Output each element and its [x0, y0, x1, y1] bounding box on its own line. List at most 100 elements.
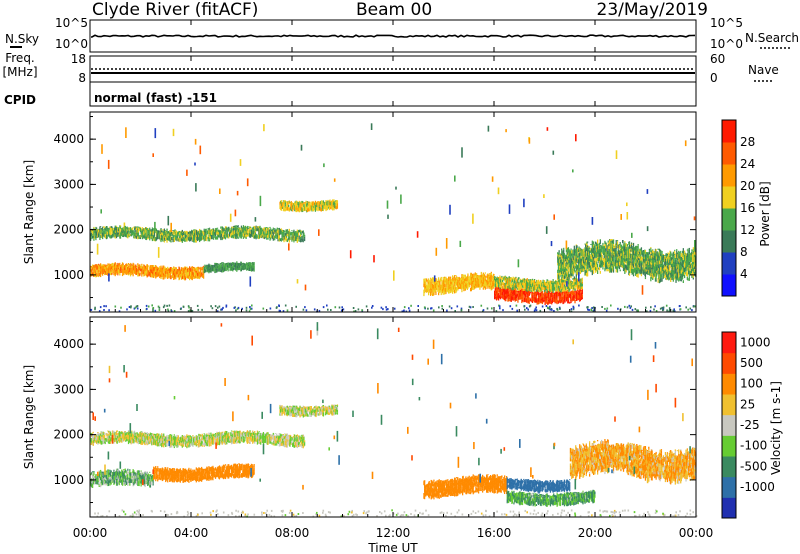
heatmap-cell: [619, 264, 621, 267]
heatmap-cell: [99, 272, 101, 275]
heatmap-cell: [239, 232, 241, 236]
heatmap-cell: [549, 281, 552, 286]
heatmap-cell: [238, 265, 241, 269]
heatmap-cell: [527, 288, 529, 291]
heatmap-cell: [431, 293, 433, 295]
heatmap-cell: [149, 228, 151, 233]
heatmap-cell: [174, 229, 176, 232]
heatmap-cell: [281, 235, 283, 240]
heatmap-cell: [297, 205, 299, 208]
heatmap-cell: [184, 230, 186, 234]
heatmap-cell: [151, 228, 154, 232]
heatmap-cell: [578, 257, 580, 261]
heatmap-cell: [553, 284, 555, 288]
heatmap-cell: [609, 256, 611, 259]
heatmap-cell: [527, 296, 530, 301]
heatmap-cell: [612, 261, 615, 264]
heatmap-cell: [234, 225, 236, 228]
heatmap-cell: [521, 288, 523, 293]
heatmap-cell: [119, 265, 122, 267]
heatmap-cell: [158, 236, 160, 240]
heatmap-cell: [560, 264, 562, 268]
heatmap-cell: [666, 256, 668, 259]
heatmap-cell: [456, 282, 458, 286]
heatmap-cell: [667, 269, 669, 272]
heatmap-cell: [264, 227, 267, 230]
heatmap-cell: [122, 266, 124, 271]
heatmap-cell: [626, 251, 628, 255]
heatmap-cell: [594, 246, 596, 250]
nave-label: Nave: [748, 63, 779, 77]
heatmap-cell: [125, 234, 127, 238]
heatmap-cell: [203, 266, 205, 270]
heatmap-cell: [289, 235, 291, 241]
heatmap-cell: [467, 281, 469, 285]
heatmap-cell: [619, 258, 621, 261]
heatmap-cell: [490, 273, 492, 275]
heatmap-cell: [99, 266, 101, 270]
heatmap-cell: [475, 280, 477, 283]
heatmap-cell: [234, 264, 236, 268]
heatmap-cell: [322, 205, 324, 209]
heatmap-cell: [616, 256, 619, 261]
heatmap-cell: [176, 274, 178, 278]
heatmap-cell: [626, 250, 629, 256]
heatmap-cell: [553, 299, 556, 302]
heatmap-cell: [195, 233, 197, 238]
heatmap-cell: [546, 300, 548, 304]
heatmap-cell: [170, 267, 172, 270]
heatmap-cell: [579, 289, 581, 291]
heatmap-cell: [191, 230, 193, 232]
heatmap-cell: [187, 275, 189, 279]
heatmap-cell: [267, 237, 269, 240]
heatmap-cell: [638, 253, 640, 256]
heatmap-cell: [591, 251, 593, 255]
heatmap-cell: [188, 268, 190, 270]
heatmap-cell: [448, 283, 450, 289]
heatmap-cell: [297, 236, 299, 241]
heatmap-cell: [518, 292, 520, 295]
heatmap-cell: [158, 272, 160, 277]
heatmap-cell: [174, 236, 176, 240]
heatmap-cell: [649, 262, 651, 267]
heatmap-cell: [296, 231, 298, 234]
heatmap-cell: [563, 296, 565, 300]
heatmap-cell: [199, 228, 201, 232]
heatmap-cell: [572, 295, 574, 301]
heatmap-cell: [457, 277, 459, 280]
heatmap-cell: [595, 255, 597, 258]
heatmap-cell: [90, 237, 92, 241]
heatmap-cell: [666, 271, 668, 275]
heatmap-cell: [289, 233, 291, 236]
heatmap-cell: [231, 266, 233, 271]
heatmap-cell: [165, 274, 167, 277]
heatmap-cell: [129, 264, 131, 268]
heatmap-cell: [160, 228, 162, 231]
heatmap-cell: [563, 276, 565, 280]
heatmap-cell: [204, 269, 206, 271]
heatmap-cell: [569, 250, 571, 253]
heatmap-cell: [147, 270, 150, 275]
heatmap-cell: [280, 200, 282, 203]
heatmap-cell: [572, 251, 574, 256]
heatmap-cell: [662, 254, 665, 255]
heatmap-cell: [497, 277, 499, 279]
heatmap-cell: [181, 271, 183, 276]
heatmap-cell: [507, 281, 509, 284]
heatmap-cell: [527, 279, 529, 283]
heatmap-cell: [566, 266, 568, 270]
heatmap-cell: [183, 268, 185, 272]
heatmap-cell: [306, 206, 308, 209]
heatmap-cell: [569, 256, 571, 260]
heatmap-cell: [644, 256, 647, 261]
heatmap-cell: [523, 279, 525, 281]
heatmap-cell: [557, 252, 559, 255]
heatmap-cell: [224, 263, 227, 265]
heatmap-cell: [523, 298, 525, 303]
heatmap-cell: [560, 297, 562, 300]
heatmap-cell: [126, 235, 128, 238]
heatmap-cell: [194, 233, 196, 236]
heatmap-cell: [292, 209, 294, 212]
heatmap-cell: [330, 201, 332, 206]
heatmap-cell: [269, 231, 271, 235]
